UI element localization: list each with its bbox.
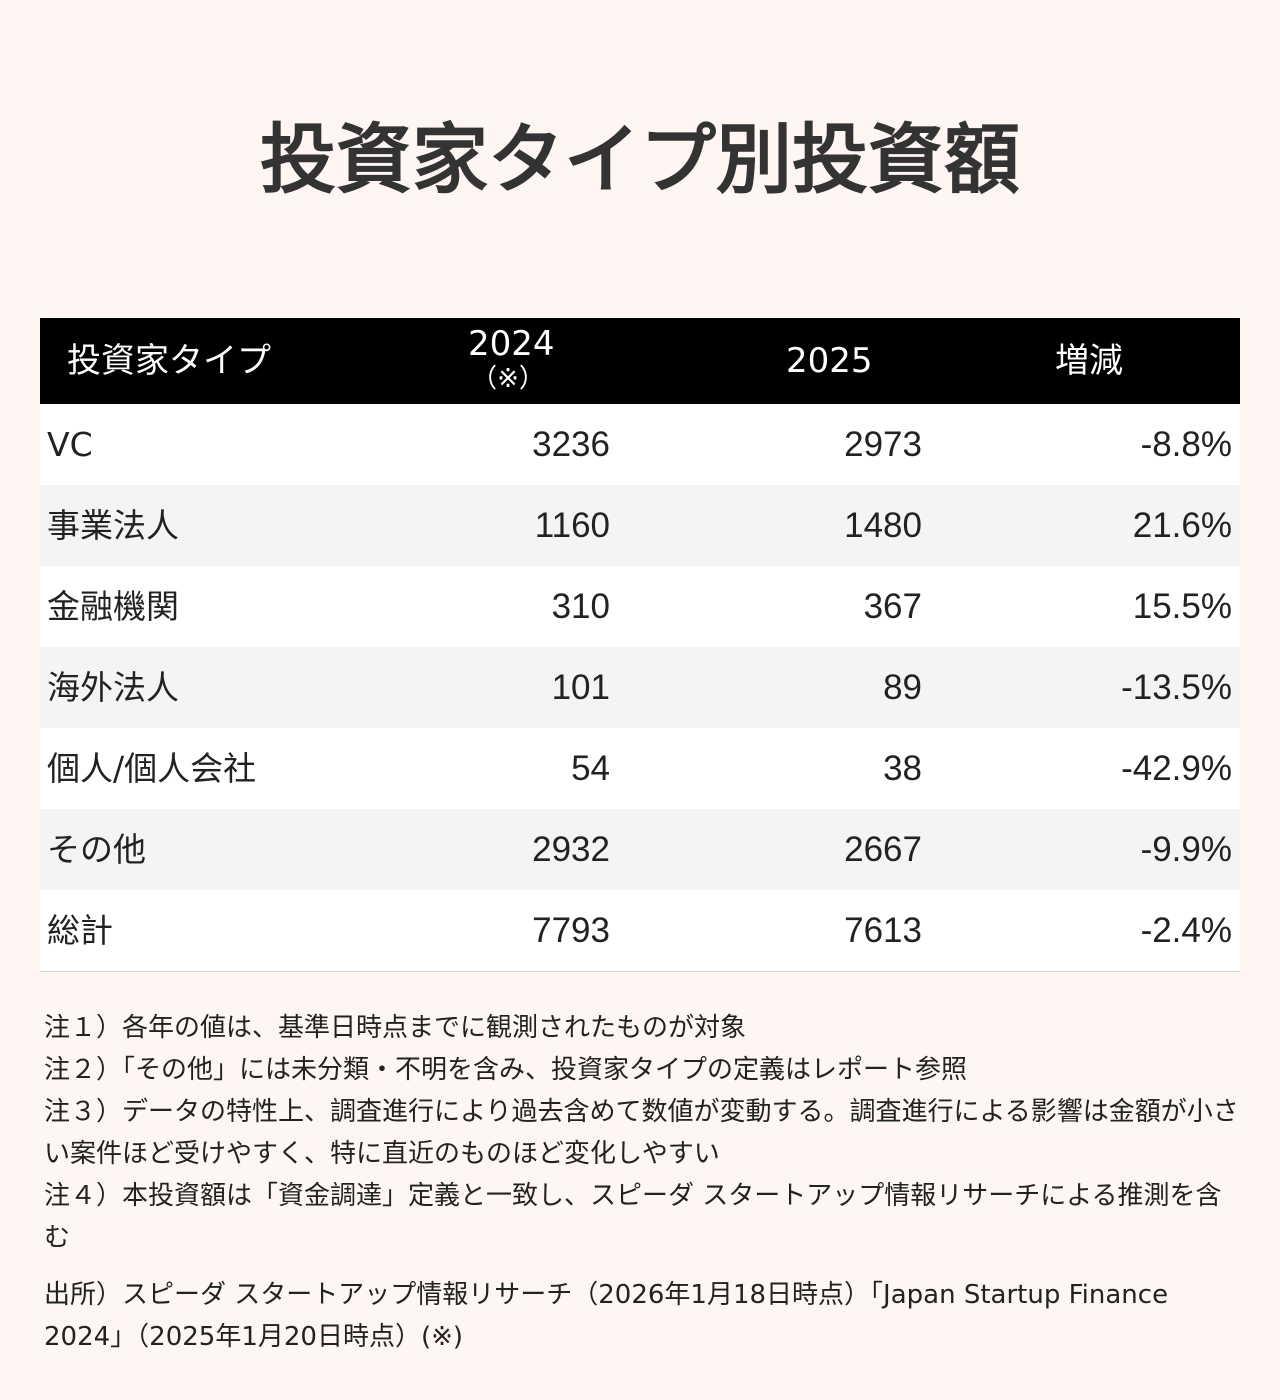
- cell-change: 21.6%: [1132, 506, 1232, 545]
- cell-investor-type: 海外法人: [47, 668, 179, 707]
- cell-2024: 7793: [532, 911, 610, 950]
- cell-investor-type: その他: [47, 830, 146, 869]
- cell-2024: 310: [551, 587, 610, 626]
- footnote-3: 注３）データの特性上、調査進行により過去含めて数値が変動する。調査進行による影響…: [44, 1097, 1239, 1169]
- cell-2024: 1160: [534, 506, 610, 545]
- cell-investor-type: 事業法人: [47, 506, 179, 545]
- cell-change: -2.4%: [1140, 911, 1232, 950]
- investment-table: 投資家タイプ 2024 （※） 2025 増減 VC 3236 2973 -8.…: [40, 318, 1240, 972]
- cell-change: -8.8%: [1140, 425, 1232, 464]
- cell-2025: 2973: [844, 425, 922, 464]
- footnote-4: 注４）本投資額は「資金調達」定義と一致し、スピーダ スタートアップ情報リサーチに…: [44, 1181, 1222, 1253]
- cell-change: -13.5%: [1121, 668, 1232, 707]
- cell-2025: 38: [883, 749, 922, 788]
- cell-change: 15.5%: [1132, 587, 1232, 626]
- header-2025: 2025: [786, 341, 873, 381]
- table-row: その他 2932 2667 -9.9%: [40, 809, 1240, 890]
- cell-2024: 54: [571, 749, 610, 788]
- cell-2025: 367: [863, 587, 922, 626]
- header-investor-type: 投資家タイプ: [67, 341, 271, 381]
- footnote-1: 注１）各年の値は、基準日時点までに観測されたものが対象: [44, 1013, 747, 1043]
- table-row: 金融機関 310 367 15.5%: [40, 566, 1240, 647]
- table-row: 個人/個人会社 54 38 -42.9%: [40, 728, 1240, 809]
- header-2024-year: 2024: [468, 324, 555, 364]
- cell-2025: 1480: [844, 506, 922, 545]
- page-title: 投資家タイプ別投資額: [260, 115, 1020, 204]
- cell-investor-type: 個人/個人会社: [47, 749, 257, 788]
- cell-change: -42.9%: [1121, 749, 1232, 788]
- table-row: 海外法人 101 89 -13.5%: [40, 647, 1240, 728]
- header-2024: 2024 （※）: [468, 324, 555, 394]
- table-header: 投資家タイプ 2024 （※） 2025 増減: [40, 318, 1240, 404]
- cell-change: -9.9%: [1140, 830, 1232, 869]
- cell-2025: 89: [883, 668, 922, 707]
- cell-investor-type: 金融機関: [47, 587, 179, 626]
- source-note: 出所）スピーダ スタートアップ情報リサーチ（2026年1月18日時点）「Japa…: [44, 1280, 1169, 1352]
- cell-investor-type: VC: [47, 425, 93, 464]
- cell-2024: 3236: [532, 425, 610, 464]
- header-change: 増減: [1055, 341, 1123, 381]
- header-2024-note: （※）: [471, 364, 545, 394]
- table-row: VC 3236 2973 -8.8%: [40, 404, 1240, 485]
- cell-investor-type: 総計: [47, 911, 113, 950]
- cell-2024: 2932: [532, 830, 610, 869]
- cell-2025: 7613: [844, 911, 922, 950]
- table-row-total: 総計 7793 7613 -2.4%: [40, 890, 1240, 972]
- cell-2024: 101: [551, 668, 610, 707]
- footnote-2: 注２）「その他」には未分類・不明を含み、投資家タイプの定義はレポート参照: [44, 1055, 968, 1085]
- footnotes: 注１）各年の値は、基準日時点までに観測されたものが対象 注２）「その他」には未分…: [44, 1007, 1240, 1259]
- cell-2025: 2667: [844, 830, 922, 869]
- table-row: 事業法人 1160 1480 21.6%: [40, 485, 1240, 566]
